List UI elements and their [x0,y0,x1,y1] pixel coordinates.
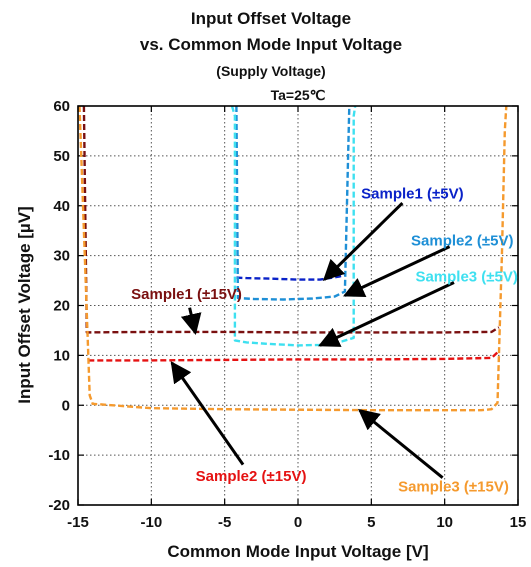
x-tick-label: 10 [436,514,453,531]
chart-titles: Input Offset Voltage vs. Common Mode Inp… [140,9,402,103]
y-tick-label: 60 [53,98,70,115]
x-tick-label: -15 [67,514,89,531]
y-tick-labels: -20 -10 0 10 20 30 40 50 60 [48,98,70,514]
y-tick-label: -10 [48,447,70,464]
grid [78,106,518,505]
chart-title-line-1: Input Offset Voltage [191,9,351,28]
y-tick-label: 0 [62,397,70,414]
x-axis-label: Common Mode Input Voltage [V] [167,542,428,561]
y-axis-label: Input Offset Voltage [µV] [15,206,34,403]
series-line-4 [82,105,500,334]
chart-title-line-2: vs. Common Mode Input Voltage [140,35,402,54]
annotations: Sample1 (±5V) Sample2 (±5V) Sample3 (±5V) S… [131,185,518,495]
annotation-arrow-2 [343,245,451,298]
x-tick-labels: -15 -10 -5 0 5 10 15 [67,514,526,531]
x-tick-label: 5 [367,514,375,531]
annotation-arrow-5 [170,361,245,466]
annotation-label-6: Sample3 (±15V) [398,479,509,496]
plot-area [77,105,519,506]
y-tick-label: 50 [53,148,70,165]
plot-frame [77,105,519,506]
annotation-arrow-1 [322,202,404,282]
annotation-label-4: Sample1 (±15V) [131,286,242,303]
x-tick-label: 0 [294,514,302,531]
annotation-arrow-3 [318,281,455,347]
annotation-label-3: Sample3 (±5V) [415,269,517,286]
series-line-3 [230,105,357,347]
annotation-label-2: Sample2 (±5V) [411,233,513,250]
annotation-arrow-6 [357,408,444,479]
chart-condition: Ta=25℃ [271,87,326,103]
annotation-label-5: Sample2 (±15V) [196,468,307,485]
series-line-6 [78,105,508,412]
x-tick-label: 15 [510,514,527,531]
annotation-label-1: Sample1 (±5V) [361,185,463,202]
y-tick-label: 30 [53,248,70,265]
x-tick-label: -5 [218,514,231,531]
y-tick-label: 20 [53,298,70,315]
y-tick-label: -20 [48,497,70,514]
series-line-5 [88,351,499,362]
y-tick-label: 40 [53,198,70,215]
y-tick-label: 10 [53,347,70,364]
chart-subtitle: (Supply Voltage) [216,63,325,79]
x-tick-label: -10 [140,514,162,531]
series-group [78,105,508,412]
annotation-arrow-4 [180,307,202,335]
